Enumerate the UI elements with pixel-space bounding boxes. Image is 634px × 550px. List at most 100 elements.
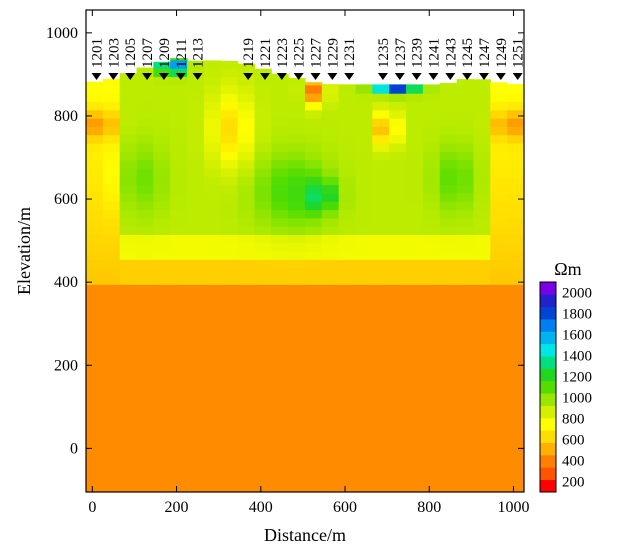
heatmap-cell bbox=[102, 78, 121, 86]
heatmap-cell bbox=[406, 317, 424, 327]
heatmap-cell bbox=[406, 84, 424, 94]
resistivity-heatmap bbox=[86, 58, 524, 492]
y-tick-label: 800 bbox=[54, 108, 78, 125]
heatmap-cell bbox=[187, 134, 205, 144]
heatmap-cell bbox=[187, 284, 205, 294]
heatmap-cell bbox=[507, 101, 524, 111]
heatmap-cell bbox=[254, 259, 272, 269]
heatmap-cell bbox=[372, 217, 390, 227]
heatmap-cell bbox=[372, 442, 390, 452]
heatmap-cell bbox=[288, 275, 306, 285]
heatmap-cell bbox=[237, 184, 256, 194]
heatmap-cell bbox=[507, 234, 524, 244]
heatmap-cell bbox=[305, 251, 323, 260]
heatmap-cell bbox=[372, 392, 390, 402]
heatmap-cell bbox=[338, 251, 357, 260]
station-marker bbox=[394, 73, 405, 80]
heatmap-cell bbox=[456, 142, 475, 152]
heatmap-cell bbox=[473, 392, 491, 402]
heatmap-cell bbox=[119, 417, 138, 427]
heatmap-cell bbox=[187, 392, 205, 402]
heatmap-cell bbox=[321, 142, 340, 152]
heatmap-cell bbox=[237, 209, 256, 219]
heatmap-cell bbox=[439, 483, 458, 492]
heatmap-cell bbox=[86, 81, 104, 86]
heatmap-cell bbox=[153, 234, 171, 244]
heatmap-cell bbox=[153, 392, 171, 402]
heatmap-cell bbox=[170, 483, 188, 492]
heatmap-cell bbox=[102, 334, 121, 344]
heatmap-cell bbox=[439, 367, 458, 377]
heatmap-cell bbox=[422, 483, 441, 492]
heatmap-cell bbox=[406, 217, 424, 227]
heatmap-cell bbox=[254, 400, 272, 410]
heatmap-cell bbox=[321, 234, 340, 244]
heatmap-cell bbox=[321, 217, 340, 227]
heatmap-cell bbox=[170, 151, 188, 161]
heatmap-cell bbox=[170, 68, 188, 78]
heatmap-cell bbox=[136, 350, 154, 360]
heatmap-cell bbox=[203, 109, 222, 119]
heatmap-cell bbox=[406, 417, 424, 427]
heatmap-cell bbox=[321, 118, 340, 127]
heatmap-cell bbox=[355, 417, 373, 427]
heatmap-cell bbox=[288, 109, 306, 119]
heatmap-cell bbox=[406, 242, 424, 252]
heatmap-cell bbox=[490, 167, 508, 177]
heatmap-cell bbox=[288, 334, 306, 344]
heatmap-cell bbox=[355, 151, 373, 161]
heatmap-cell bbox=[305, 408, 323, 418]
heatmap-cell bbox=[170, 126, 188, 136]
heatmap-cell bbox=[203, 425, 222, 435]
heatmap-cell bbox=[86, 433, 104, 443]
heatmap-cell bbox=[203, 350, 222, 360]
heatmap-cell bbox=[187, 192, 205, 202]
heatmap-cell bbox=[321, 317, 340, 327]
heatmap-cell bbox=[473, 367, 491, 377]
heatmap-cell bbox=[439, 167, 458, 177]
x-axis-title: Distance/m bbox=[264, 525, 346, 545]
heatmap-cell bbox=[473, 417, 491, 427]
heatmap-cell bbox=[271, 475, 289, 485]
heatmap-cell bbox=[456, 284, 475, 294]
heatmap-cell bbox=[490, 134, 508, 144]
heatmap-cell bbox=[254, 101, 272, 111]
heatmap-cell bbox=[119, 392, 138, 402]
heatmap-cell bbox=[439, 209, 458, 219]
heatmap-cell bbox=[170, 159, 188, 169]
colorbar-swatch bbox=[540, 442, 556, 456]
heatmap-cell bbox=[153, 292, 171, 302]
heatmap-cell bbox=[170, 392, 188, 402]
heatmap-cell bbox=[321, 433, 340, 443]
heatmap-cell bbox=[170, 192, 188, 202]
heatmap-cell bbox=[372, 325, 390, 335]
heatmap-cell bbox=[102, 101, 121, 111]
heatmap-cell bbox=[237, 317, 256, 327]
heatmap-cell bbox=[338, 109, 357, 119]
heatmap-cell bbox=[237, 126, 256, 136]
heatmap-cell bbox=[507, 458, 524, 468]
heatmap-cell bbox=[372, 118, 390, 127]
heatmap-cell bbox=[406, 93, 424, 103]
heatmap-cell bbox=[355, 267, 373, 277]
heatmap-cell bbox=[422, 417, 441, 427]
heatmap-cell bbox=[490, 93, 508, 103]
heatmap-cell bbox=[119, 217, 138, 227]
heatmap-cell bbox=[389, 325, 407, 335]
heatmap-cell bbox=[288, 201, 306, 211]
station-label: 1203 bbox=[106, 38, 122, 68]
heatmap-cell bbox=[305, 475, 323, 485]
heatmap-cell bbox=[170, 458, 188, 468]
heatmap-cell bbox=[153, 400, 171, 410]
heatmap-cell bbox=[86, 334, 104, 344]
station-label: 1229 bbox=[325, 38, 341, 68]
heatmap-cell bbox=[271, 300, 289, 310]
heatmap-cell bbox=[456, 209, 475, 219]
heatmap-cell bbox=[170, 417, 188, 427]
heatmap-cell bbox=[406, 433, 424, 443]
heatmap-cell bbox=[338, 400, 357, 410]
heatmap-cell bbox=[220, 192, 239, 202]
heatmap-cell bbox=[237, 292, 256, 302]
heatmap-cell bbox=[389, 209, 407, 219]
heatmap-cell bbox=[136, 300, 154, 310]
